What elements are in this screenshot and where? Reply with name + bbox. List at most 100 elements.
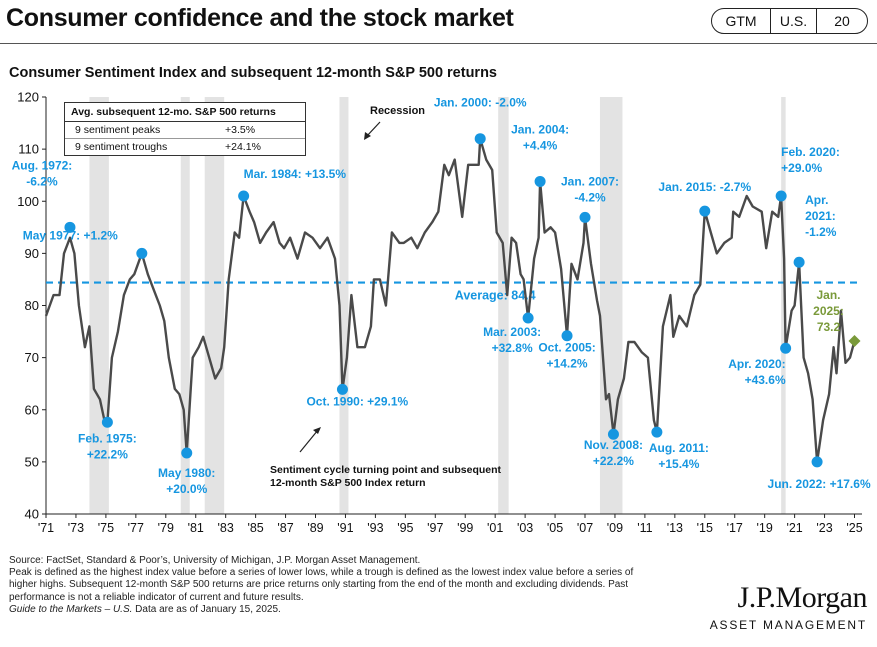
recession-band (498, 97, 509, 514)
row-label: 9 sentiment troughs (75, 141, 168, 153)
trough-label: +22.2% (87, 447, 128, 461)
peak-point (775, 190, 787, 202)
y-tick-label: 120 (17, 90, 39, 105)
x-tick-label: '77 (128, 521, 144, 535)
peak-label: Apr. (805, 193, 828, 207)
y-tick-label: 110 (18, 142, 39, 157)
chart-title: Consumer Sentiment Index and subsequent … (9, 65, 498, 81)
peak-label: -6.2% (26, 174, 58, 188)
returns-table-row-peaks: 9 sentiment peaks +3.5% (65, 122, 305, 138)
recession-arrowhead (364, 132, 371, 140)
recession-band (339, 97, 349, 514)
peak-label: +29.0% (781, 161, 822, 175)
logo-subtitle: ASSET MANAGEMENT (709, 618, 867, 632)
peak-point (474, 133, 486, 145)
x-tick-label: '81 (188, 521, 204, 535)
trough-label: +15.4% (658, 457, 699, 471)
row-value: +24.1% (225, 141, 261, 153)
x-tick-label: '99 (457, 521, 473, 535)
trough-label: +22.2% (593, 454, 634, 468)
logo-wordmark: J.P.Morgan (737, 581, 868, 614)
page-title: Consumer confidence and the stock market (6, 4, 514, 32)
jpmorgan-logo: J.P.Morgan ASSET MANAGEMENT (709, 581, 868, 633)
average-label: Average: 84.4 (455, 289, 536, 303)
trough-point (101, 416, 113, 428)
footnote-date: Data are as of January 15, 2025. (132, 603, 281, 615)
recession-annotation: Recession (370, 105, 425, 117)
trough-label: May 1980: (158, 466, 215, 480)
trough-label: Apr. 2020: (728, 357, 785, 371)
recession-band (89, 97, 109, 514)
footnote-line: performance is not a reliable indicator … (9, 591, 304, 603)
trough-point (561, 330, 573, 342)
x-tick-label: '05 (547, 521, 563, 535)
trough-point (811, 456, 823, 468)
y-tick-label: 80 (25, 298, 39, 313)
row-value: +3.5% (225, 124, 256, 136)
turning-point-annotation: 12-month S&P 500 Index return (270, 477, 426, 489)
peak-label: Mar. 1984: +13.5% (244, 167, 347, 181)
peak-label: -4.2% (574, 190, 606, 204)
footnote: Source: FactSet, Standard & Poor’s, Univ… (9, 555, 709, 616)
latest-label: Jan. (817, 288, 841, 302)
sentiment-chart: 40 50 60 70 80 90 100 110 120 '71 '73 '75 '77 '79 '81 '… (12, 90, 871, 536)
peak-point (238, 190, 250, 202)
x-tick-label: '01 (487, 521, 503, 535)
returns-table: Avg. subsequent 12-mo. S&P 500 returns 9… (64, 102, 306, 156)
trough-label: +32.8% (492, 341, 533, 355)
x-tick-label: '21 (786, 521, 802, 535)
peak-point (534, 175, 546, 187)
peak-label: May 1977: +1.2% (23, 228, 118, 242)
x-tick-label: '17 (727, 521, 743, 535)
latest-label: 2025: (813, 304, 844, 318)
footnote-line: higher highs. Subsequent 12-month S&P 50… (9, 579, 629, 591)
peak-label: Jan. 2004: (511, 122, 569, 136)
trough-label: +43.6% (745, 373, 786, 387)
trough-point (181, 447, 193, 459)
trough-label: Mar. 2003: (483, 325, 541, 339)
peak-point (699, 205, 711, 217)
trough-label: Jun. 2022: +17.6% (768, 477, 871, 491)
x-tick-label: '19 (757, 521, 773, 535)
trough-label: Feb. 1975: (78, 431, 137, 445)
peak-label: -1.2% (805, 225, 837, 239)
x-tick-label: '25 (846, 521, 862, 535)
turning-point-annotation: Sentiment cycle turning point and subseq… (270, 464, 502, 476)
x-tick-label: '13 (667, 521, 683, 535)
pill-gtm: GTM (712, 9, 771, 33)
pill-page-number: 20 (834, 13, 850, 29)
x-tick-label: '11 (637, 521, 652, 535)
y-tick-label: 90 (25, 246, 39, 261)
trough-point (780, 342, 792, 354)
peak-point (579, 211, 591, 223)
trough-point (336, 383, 348, 395)
sentiment-line (44, 137, 856, 464)
trough-label: Nov. 2008: (584, 438, 643, 452)
x-tick-label: '95 (397, 521, 413, 535)
header-rule (0, 43, 877, 44)
trough-label: Oct. 1990: +29.1% (306, 394, 408, 408)
trough-label: +20.0% (166, 482, 207, 496)
y-tick-label: 70 (25, 350, 39, 365)
section-pill: GTM U.S. 20 (711, 8, 868, 34)
y-tick-label: 40 (25, 507, 39, 522)
peak-label: Feb. 2020: (781, 145, 840, 159)
x-tick-label: '03 (517, 521, 533, 535)
x-tick-label: '89 (307, 521, 323, 535)
x-tick-label: '91 (337, 521, 353, 535)
row-label: 9 sentiment peaks (75, 124, 161, 136)
peak-label: +4.4% (523, 138, 558, 152)
x-tick-label: '09 (607, 521, 623, 535)
x-tick-label: '23 (816, 521, 832, 535)
footnote-guide-title: Guide to the Markets – U.S. (9, 603, 133, 615)
footnote-line: Guide to the Markets – U.S. Data are as … (9, 604, 709, 616)
trough-label: +14.2% (547, 357, 588, 371)
recession-band (781, 97, 786, 514)
turning-point-arrowhead (313, 427, 321, 434)
peak-point (64, 221, 76, 233)
peak-point (793, 256, 805, 268)
trough-point (522, 312, 534, 324)
peak-label: Jan. 2000: -2.0% (434, 96, 527, 110)
returns-table-row-troughs: 9 sentiment troughs +24.1% (65, 138, 305, 155)
latest-marker (848, 334, 861, 347)
